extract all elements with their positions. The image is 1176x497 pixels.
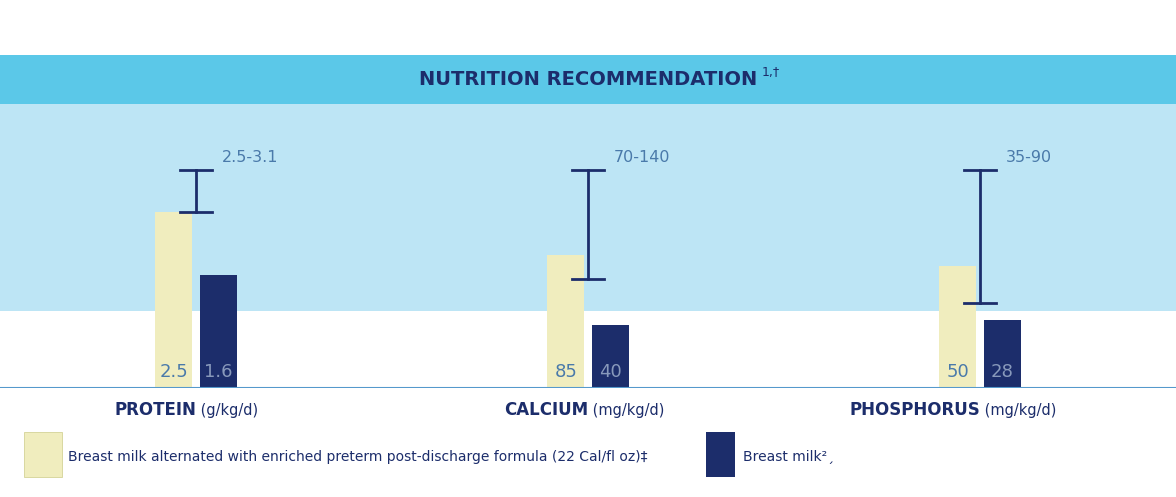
Bar <box>200 275 236 388</box>
Bar <box>940 266 976 388</box>
Text: 1.6: 1.6 <box>203 363 233 381</box>
Bar <box>548 255 584 388</box>
Bar <box>0 104 1176 312</box>
Text: 50: 50 <box>947 363 969 381</box>
Text: (mg/kg/d): (mg/kg/d) <box>980 403 1056 417</box>
Text: Breast milk alternated with enriched preterm post-discharge formula (22 Cal/fl o: Breast milk alternated with enriched pre… <box>68 450 648 464</box>
Bar <box>592 326 628 388</box>
Text: (g/kg/d): (g/kg/d) <box>196 403 258 417</box>
Text: 40: 40 <box>599 363 622 381</box>
Text: 28: 28 <box>990 363 1014 381</box>
Text: 2.5-3.1: 2.5-3.1 <box>222 151 279 166</box>
Text: NUTRITION RECOMMENDATION: NUTRITION RECOMMENDATION <box>419 70 757 89</box>
Text: CALCIUM: CALCIUM <box>503 401 588 419</box>
Text: 85: 85 <box>554 363 577 381</box>
Text: PHOSPHORUS: PHOSPHORUS <box>849 401 980 419</box>
Text: (mg/kg/d): (mg/kg/d) <box>588 403 664 417</box>
Text: 70-140: 70-140 <box>614 151 670 166</box>
Bar <box>984 320 1021 388</box>
Text: 35-90: 35-90 <box>1007 151 1053 166</box>
Text: 2.5: 2.5 <box>160 363 188 381</box>
Text: Breast milk²ˏ: Breast milk²ˏ <box>743 450 834 464</box>
Text: 1,†: 1,† <box>762 66 781 79</box>
Bar <box>155 212 192 388</box>
Text: PROTEIN: PROTEIN <box>114 401 196 419</box>
